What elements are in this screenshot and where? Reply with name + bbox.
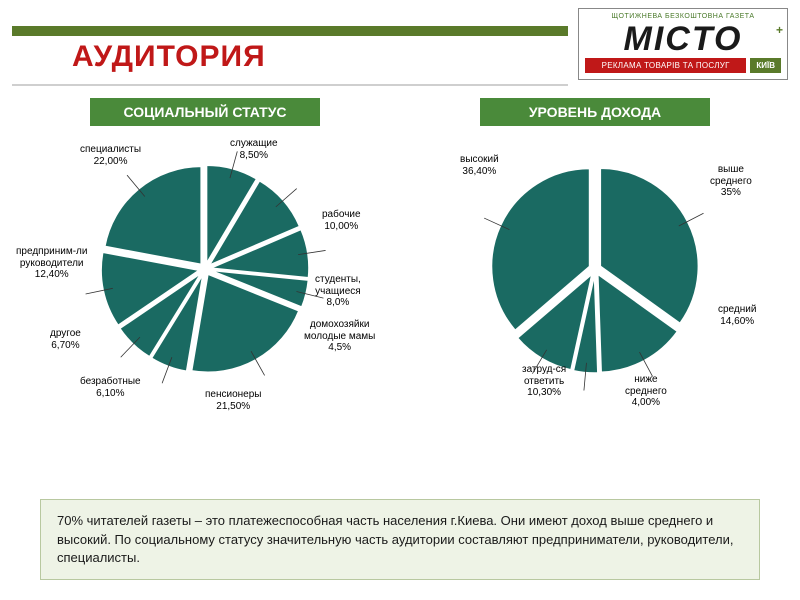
pie-label: специалисты22,00%	[80, 144, 141, 167]
pie-label: студенты,учащиеся8,0%	[315, 274, 361, 309]
chart-income: УРОВЕНЬ ДОХОДА вышесреднего35% средний14,…	[410, 98, 780, 428]
logo-sub: РЕКЛАМА ТОВАРІВ ТА ПОСЛУГ	[585, 58, 746, 73]
pie-income: вышесреднего35%средний14,60%нижесреднего…	[410, 134, 780, 404]
pie-label: затруд-сяответить10,30%	[522, 364, 566, 399]
pie-label: нижесреднего4,00%	[625, 374, 667, 409]
chart-social-status: СОЦИАЛЬНЫЙ СТАТУС служащие8,50% рабочие10…	[20, 98, 390, 428]
logo: ЩОТИЖНЕВА БЕЗКОШТОВНА ГАЗЕТА MICTO РЕКЛА…	[578, 8, 788, 80]
logo-city: КИЇВ	[750, 58, 781, 73]
pie-label: вышесреднего35%	[710, 164, 752, 199]
logo-tagline: ЩОТИЖНЕВА БЕЗКОШТОВНА ГАЗЕТА	[585, 13, 781, 20]
accent-bar	[12, 26, 568, 36]
pie-label: служащие8,50%	[230, 138, 278, 161]
logo-main: MICTO	[585, 22, 781, 56]
pie-label: высокий36,40%	[460, 154, 499, 177]
pie-label: безработные6,10%	[80, 376, 141, 399]
chart-header-social: СОЦИАЛЬНЫЙ СТАТУС	[90, 98, 320, 126]
pie-label: домохозяйкимолодые мамы4,5%	[304, 319, 375, 354]
pie-social: служащие8,50% рабочие10,00% студенты,учащи…	[20, 134, 390, 404]
pie-slice	[105, 166, 201, 264]
pie-label: средний14,60%	[718, 304, 756, 327]
pie-label: предприним-лируководители12,40%	[16, 246, 87, 281]
pie-label: пенсионеры21,50%	[205, 389, 261, 412]
chart-header-income: УРОВЕНЬ ДОХОДА	[480, 98, 710, 126]
footer-text: 70% читателей газеты – это платежеспособ…	[40, 499, 760, 580]
pie-label: другое6,70%	[50, 328, 81, 351]
pie-label: рабочие10,00%	[322, 209, 361, 232]
page-title: АУДИТОРИЯ	[72, 40, 568, 74]
